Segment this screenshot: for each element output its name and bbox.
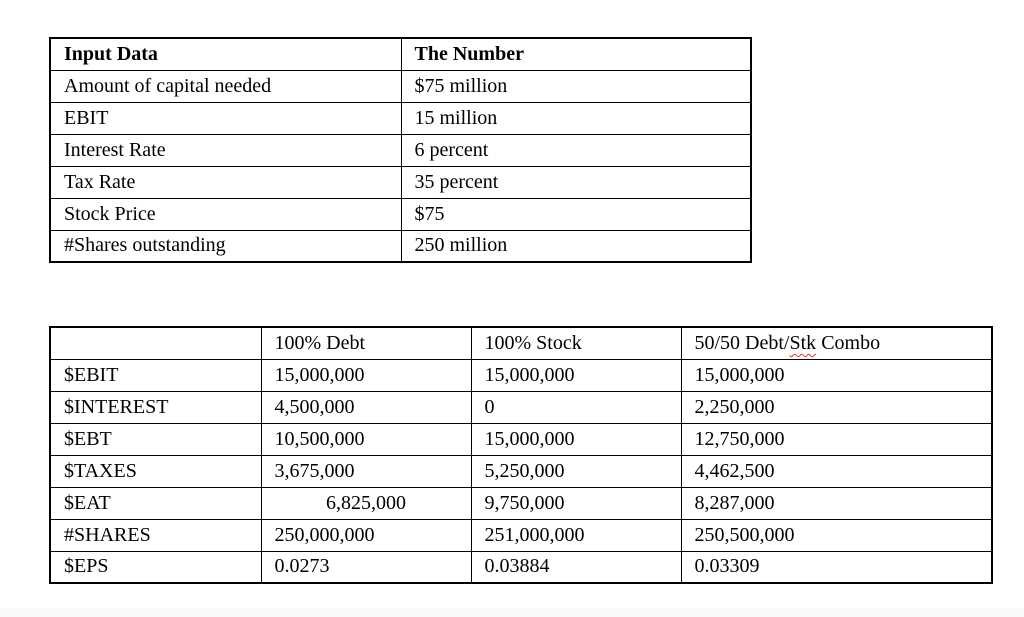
misspelled-word: Stk — [789, 331, 817, 354]
table-row: $EBIT 15,000,000 15,000,000 15,000,000 — [49, 358, 993, 392]
cell-combo: 4,462,500 — [680, 454, 993, 488]
row-value: $75 million — [400, 69, 752, 103]
cell-stock: 0 — [470, 390, 682, 424]
table-row: $EAT 6,825,000 9,750,000 8,287,000 — [49, 486, 993, 520]
cell-debt: 10,500,000 — [260, 422, 472, 456]
row-label: Interest Rate — [49, 133, 402, 167]
table-row: $EBT 10,500,000 15,000,000 12,750,000 — [49, 422, 993, 456]
table-row: #Shares outstanding 250 million — [49, 229, 752, 263]
column-header-debt: 100% Debt — [260, 326, 472, 360]
row-label: $EBIT — [49, 358, 262, 392]
cell-debt: 6,825,000 — [260, 486, 472, 520]
cell-debt: 4,500,000 — [260, 390, 472, 424]
row-label: $INTEREST — [49, 390, 262, 424]
capital-structure-table: 100% Debt 100% Stock 50/50 Debt/Stk Comb… — [49, 326, 993, 584]
table-row: #SHARES 250,000,000 251,000,000 250,500,… — [49, 518, 993, 552]
row-label: #Shares outstanding — [49, 229, 402, 263]
the-number-header: The Number — [400, 37, 752, 71]
column-header-stock: 100% Stock — [470, 326, 682, 360]
cell-combo: 250,500,000 — [680, 518, 993, 552]
cell-combo: 2,250,000 — [680, 390, 993, 424]
cell-stock: 9,750,000 — [470, 486, 682, 520]
table-row: Amount of capital needed $75 million — [49, 69, 752, 103]
table-header-row: Input Data The Number — [49, 37, 752, 71]
table-row: $TAXES 3,675,000 5,250,000 4,462,500 — [49, 454, 993, 488]
table-row: Stock Price $75 — [49, 197, 752, 231]
row-value: 6 percent — [400, 133, 752, 167]
row-label: $EPS — [49, 550, 262, 584]
cell-stock: 5,250,000 — [470, 454, 682, 488]
row-label: Stock Price — [49, 197, 402, 231]
row-label: $EAT — [49, 486, 262, 520]
row-label: $EBT — [49, 422, 262, 456]
cell-combo: 12,750,000 — [680, 422, 993, 456]
cell-debt: 15,000,000 — [260, 358, 472, 392]
table-header-row: 100% Debt 100% Stock 50/50 Debt/Stk Comb… — [49, 326, 993, 360]
cell-combo: 0.03309 — [680, 550, 993, 584]
cell-stock: 0.03884 — [470, 550, 682, 584]
cell-stock: 15,000,000 — [470, 358, 682, 392]
corner-cell — [49, 326, 262, 360]
cell-debt: 3,675,000 — [260, 454, 472, 488]
row-label: Tax Rate — [49, 165, 402, 199]
column-header-combo: 50/50 Debt/Stk Combo — [680, 326, 993, 360]
row-label: Amount of capital needed — [49, 69, 402, 103]
row-label: #SHARES — [49, 518, 262, 552]
row-value: 35 percent — [400, 165, 752, 199]
row-label: EBIT — [49, 101, 402, 135]
row-value: 15 million — [400, 101, 752, 135]
row-value: 250 million — [400, 229, 752, 263]
cell-stock: 251,000,000 — [470, 518, 682, 552]
cell-combo: 8,287,000 — [680, 486, 993, 520]
cell-debt: 0.0273 — [260, 550, 472, 584]
table-row: $INTEREST 4,500,000 0 2,250,000 — [49, 390, 993, 424]
table-row: EBIT 15 million — [49, 101, 752, 135]
row-value: $75 — [400, 197, 752, 231]
table-row: Interest Rate 6 percent — [49, 133, 752, 167]
input-data-table: Input Data The Number Amount of capital … — [49, 37, 752, 263]
cell-debt: 250,000,000 — [260, 518, 472, 552]
combo-header-suffix: Combo — [816, 331, 881, 354]
page-edge-strip — [0, 608, 1024, 617]
combo-header-prefix: 50/50 Debt/ — [694, 331, 790, 354]
row-label: $TAXES — [49, 454, 262, 488]
input-data-header: Input Data — [49, 37, 402, 71]
cell-combo: 15,000,000 — [680, 358, 993, 392]
cell-stock: 15,000,000 — [470, 422, 682, 456]
table-row: $EPS 0.0273 0.03884 0.03309 — [49, 550, 993, 584]
table-row: Tax Rate 35 percent — [49, 165, 752, 199]
